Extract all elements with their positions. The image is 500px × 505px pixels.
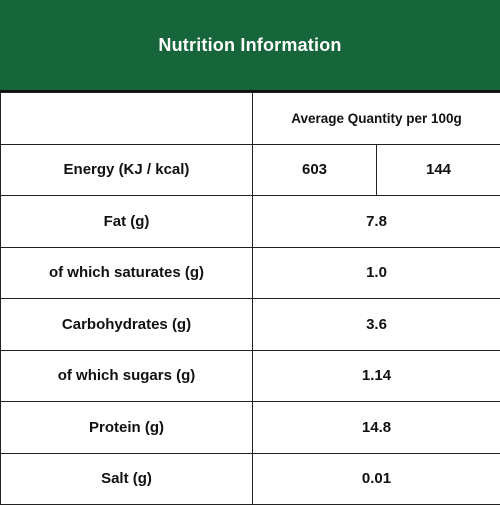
row-value: 14.8 <box>253 402 500 454</box>
energy-kj-value: 603 <box>253 144 377 196</box>
table-row-saturates: of which saturates (g) 1.0 <box>1 247 500 299</box>
row-value: 1.0 <box>253 247 500 299</box>
nutrition-table: Average Quantity per 100g Energy (KJ / k… <box>0 92 500 505</box>
row-label: Protein (g) <box>1 402 253 454</box>
row-value: 7.8 <box>253 196 500 248</box>
table-row-salt: Salt (g) 0.01 <box>1 453 500 505</box>
energy-kcal-value: 144 <box>377 144 500 196</box>
row-label: Carbohydrates (g) <box>1 299 253 351</box>
table-header-row: Average Quantity per 100g <box>1 93 500 145</box>
nutrition-title: Nutrition Information <box>0 0 500 92</box>
row-label: of which saturates (g) <box>1 247 253 299</box>
table-row-fat: Fat (g) 7.8 <box>1 196 500 248</box>
table-row-carbohydrates: Carbohydrates (g) 3.6 <box>1 299 500 351</box>
row-value: 1.14 <box>253 350 500 402</box>
row-value: 0.01 <box>253 453 500 505</box>
table-row-sugars: of which sugars (g) 1.14 <box>1 350 500 402</box>
table-row-protein: Protein (g) 14.8 <box>1 402 500 454</box>
row-label: Salt (g) <box>1 453 253 505</box>
column-header: Average Quantity per 100g <box>253 93 500 145</box>
row-value: 3.6 <box>253 299 500 351</box>
row-label: of which sugars (g) <box>1 350 253 402</box>
empty-header-cell <box>1 93 253 145</box>
row-label: Fat (g) <box>1 196 253 248</box>
row-label: Energy (KJ / kcal) <box>1 144 253 196</box>
table-row-energy: Energy (KJ / kcal) 603 144 <box>1 144 500 196</box>
